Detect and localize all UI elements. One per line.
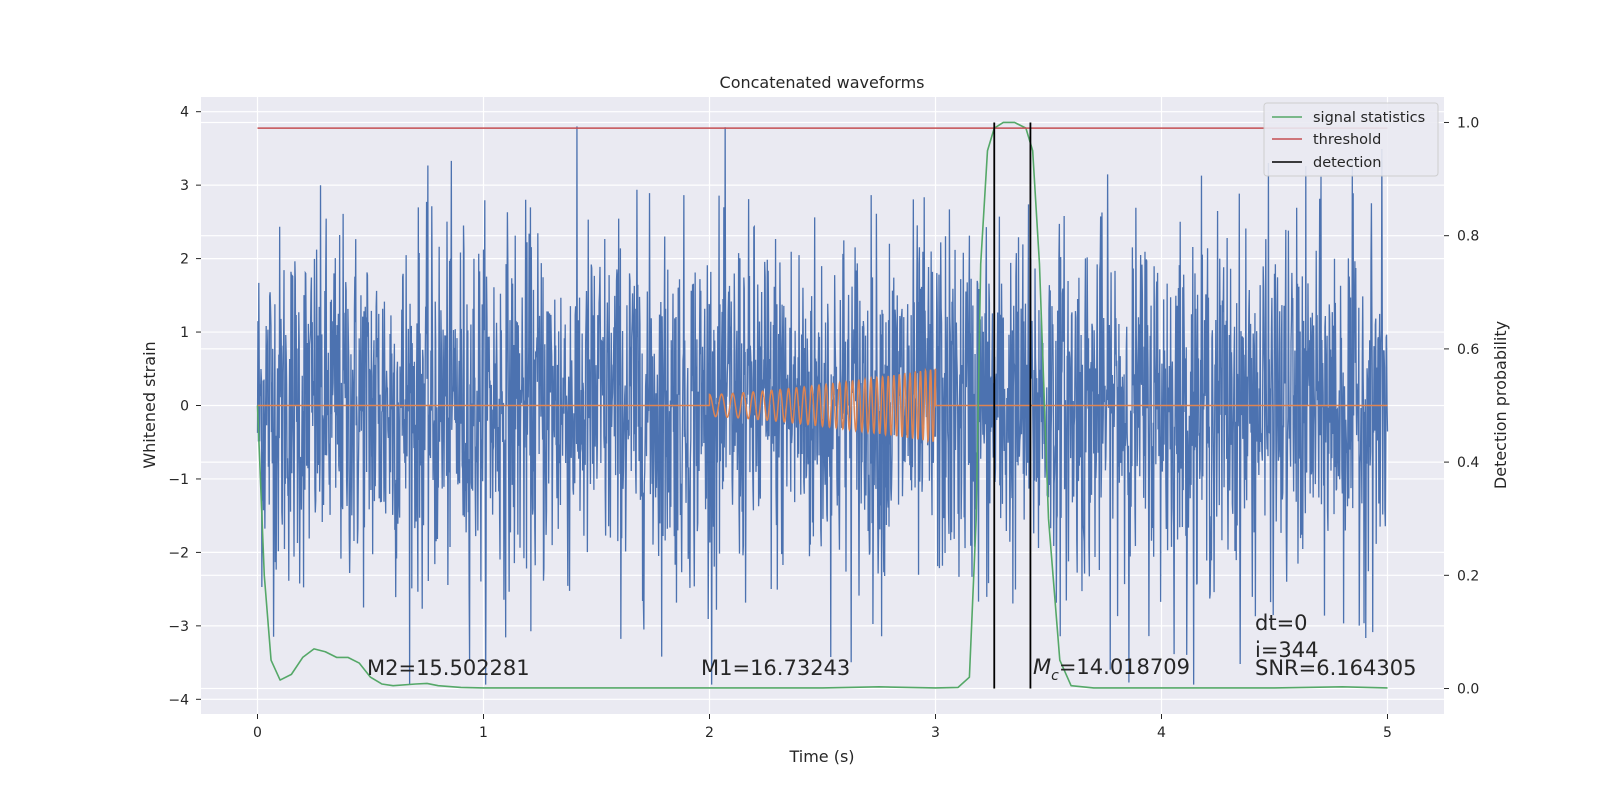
y2-axis-label: Detection probability bbox=[1491, 321, 1510, 489]
y-tick-label: −2 bbox=[168, 545, 189, 561]
template-line bbox=[257, 367, 1388, 444]
y2-tick-label: 1.0 bbox=[1457, 115, 1479, 131]
strain-series bbox=[256, 126, 1389, 685]
y2-tick-label: 0.8 bbox=[1457, 229, 1479, 245]
chart-title: Concatenated waveforms bbox=[720, 73, 925, 92]
annotation-mc-subscript: c bbox=[1051, 668, 1059, 684]
y-tick-label: 2 bbox=[180, 252, 189, 268]
y-ticks: 4 3 2 1 0 −1 −2 −3 −4 bbox=[168, 105, 201, 708]
annotation-mc: Mc=14.018709 bbox=[1033, 655, 1190, 684]
y2-tick-label: 0.6 bbox=[1457, 342, 1479, 358]
legend-label-signal-statistics: signal statistics bbox=[1313, 110, 1425, 126]
y-tick-label: 4 bbox=[180, 105, 189, 121]
annotation-dt: dt=0 bbox=[1255, 611, 1308, 635]
signal-statistics-series bbox=[256, 121, 1388, 689]
legend-box bbox=[1263, 102, 1439, 177]
annotation-m2: M2=15.502281 bbox=[367, 656, 530, 680]
legend-label-detection: detection bbox=[1313, 155, 1381, 171]
detection-series bbox=[993, 122, 1032, 689]
y2-tick-label: 0.0 bbox=[1457, 682, 1479, 698]
y-tick-label: −3 bbox=[168, 619, 189, 635]
y2-ticks: 1.0 0.8 0.6 0.4 0.2 0.0 bbox=[1444, 115, 1479, 698]
signal-statistics-line bbox=[256, 121, 1388, 689]
x-tick-label: 3 bbox=[931, 725, 940, 741]
y-tick-label: −1 bbox=[168, 472, 189, 488]
annotation-mc-symbol: M bbox=[1033, 655, 1051, 679]
y2-tick-label: 0.2 bbox=[1457, 568, 1479, 584]
y-tick-label: −4 bbox=[168, 692, 189, 708]
template-series bbox=[257, 367, 1388, 444]
x-ticks: 0 1 2 3 4 5 bbox=[253, 714, 1392, 741]
y-tick-label: 1 bbox=[180, 325, 189, 341]
annotation-i: i=344 bbox=[1255, 638, 1319, 662]
x-tick-label: 4 bbox=[1157, 725, 1166, 741]
annotation-snr: SNR=6.164305 bbox=[1255, 656, 1416, 680]
x-axis-label: Time (s) bbox=[788, 747, 854, 766]
y2-tick-label: 0.4 bbox=[1457, 455, 1479, 471]
y-tick-label: 3 bbox=[180, 178, 189, 194]
annotation-m1: M1=16.73243 bbox=[701, 656, 850, 680]
annotation-mc-value: =14.018709 bbox=[1059, 655, 1190, 679]
strain-line bbox=[256, 126, 1389, 685]
x-tick-label: 5 bbox=[1383, 725, 1392, 741]
x-tick-label: 0 bbox=[253, 725, 262, 741]
y-tick-label: 0 bbox=[180, 399, 189, 415]
legend: signal statistics threshold detection bbox=[1263, 102, 1439, 177]
legend-label-threshold: threshold bbox=[1313, 132, 1381, 148]
y-axis-label: Whitened strain bbox=[140, 341, 159, 468]
x-tick-label: 2 bbox=[705, 725, 714, 741]
x-tick-label: 1 bbox=[479, 725, 488, 741]
